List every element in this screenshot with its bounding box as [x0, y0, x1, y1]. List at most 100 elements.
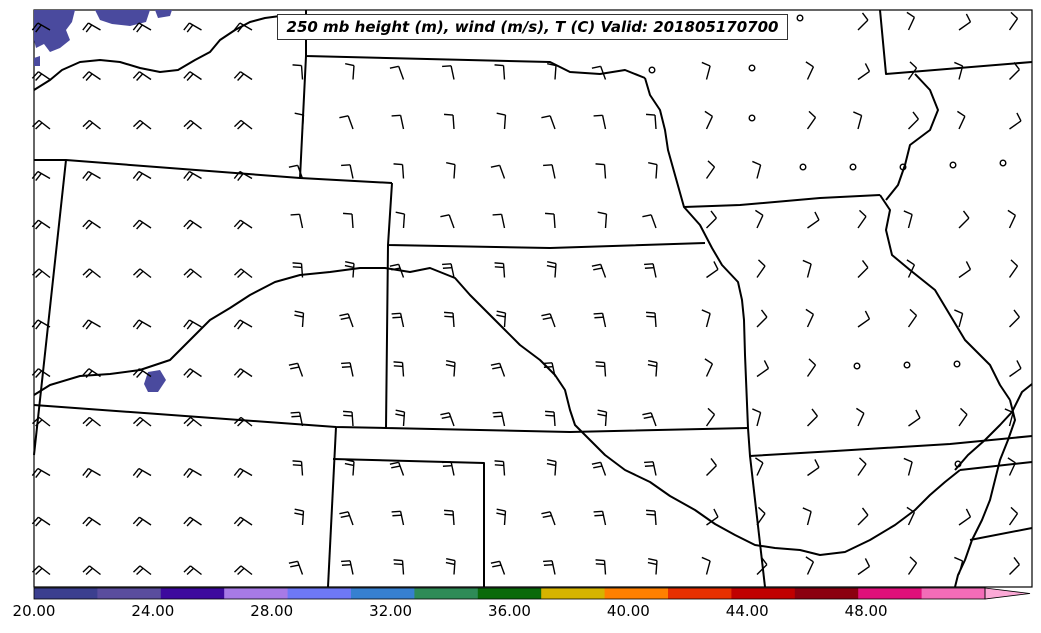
- colorbar-segment: [541, 588, 606, 599]
- wind-barb: [908, 409, 921, 427]
- colorbar-segment: [160, 588, 225, 599]
- wind-barb: [82, 119, 101, 130]
- colorbar-tick-label: 24.00: [131, 602, 175, 620]
- wind-barb: [701, 61, 711, 80]
- wind-barb: [957, 110, 966, 130]
- calm-wind-circle: [999, 159, 1007, 167]
- wind-barb: [82, 467, 101, 478]
- wind-barb: [132, 516, 152, 527]
- colorbar-segment: [858, 588, 923, 599]
- wind-barb: [445, 359, 456, 377]
- wind-barb: [755, 457, 764, 476]
- wind-barb: [701, 309, 711, 328]
- wind-barb: [756, 259, 766, 278]
- wind-barb: [494, 262, 506, 278]
- wind-barb: [233, 170, 253, 181]
- wind-barb: [907, 308, 918, 328]
- wind-barb: [1009, 112, 1022, 130]
- wind-barb: [31, 416, 51, 427]
- wind-barb: [856, 407, 865, 427]
- colorbar-segment: [794, 588, 859, 599]
- wind-barb: [1008, 259, 1019, 278]
- wind-barb: [132, 319, 152, 330]
- colorbar-tick-label: 28.00: [250, 602, 294, 620]
- calm-wind-circle: [748, 114, 756, 122]
- calm-wind-circle: [954, 460, 962, 468]
- wind-barb: [644, 461, 657, 476]
- wind-barb: [490, 362, 506, 377]
- wind-barb: [647, 557, 658, 575]
- wind-barb: [440, 412, 455, 427]
- wind-barb: [593, 114, 607, 130]
- wind-barb: [288, 362, 304, 377]
- wind-barb: [644, 263, 657, 278]
- wind-barb: [906, 11, 916, 31]
- wind-barb: [292, 64, 304, 80]
- wind-barb: [288, 164, 304, 179]
- wind-barb: [31, 565, 51, 576]
- colorbar-segment: [97, 588, 162, 599]
- wind-barb: [593, 510, 607, 526]
- wind-barb: [31, 119, 51, 130]
- wind-barb: [706, 508, 719, 526]
- wind-barb: [132, 219, 152, 230]
- wind-barb: [233, 516, 253, 527]
- map-frame: [33, 9, 1033, 588]
- wind-barb: [31, 467, 51, 478]
- wind-barb: [82, 71, 101, 82]
- wind-barb: [391, 312, 405, 328]
- wind-barb: [82, 219, 101, 230]
- wind-barb: [183, 467, 202, 478]
- wind-barb: [857, 457, 867, 476]
- wind-barb: [183, 22, 202, 33]
- wind-barb: [395, 211, 406, 229]
- wind-barb: [132, 368, 152, 379]
- wind-barb: [704, 110, 714, 130]
- wind-barb: [958, 210, 970, 229]
- wind-barb: [752, 160, 762, 179]
- wind-barb: [393, 163, 405, 179]
- wind-barb: [857, 209, 867, 229]
- wind-barb: [954, 556, 964, 575]
- colorbar-extend-arrow: [984, 587, 1031, 600]
- wind-barb: [595, 163, 607, 179]
- wind-barb: [806, 110, 817, 130]
- wind-barb: [857, 12, 869, 31]
- wind-barb: [1009, 309, 1020, 328]
- wind-barb: [546, 260, 557, 278]
- wind-barb: [344, 458, 355, 476]
- wind-barb: [857, 63, 871, 81]
- wind-barb: [183, 119, 202, 130]
- wind-barb: [1007, 457, 1017, 476]
- wind-barb: [292, 262, 304, 278]
- wind-barb: [132, 268, 152, 279]
- wind-barb: [341, 560, 354, 575]
- wind-barb: [132, 22, 152, 33]
- wind-barb: [755, 209, 764, 229]
- wind-barb: [908, 111, 919, 130]
- wind-barb: [645, 311, 657, 328]
- wind-barb: [1009, 556, 1020, 575]
- wind-barb: [341, 164, 354, 179]
- wind-barb: [389, 263, 405, 278]
- wind-barb: [494, 64, 506, 80]
- wind-barb: [339, 313, 354, 328]
- wind-barb: [958, 261, 972, 279]
- wind-barb: [443, 113, 455, 130]
- wind-barb: [705, 407, 716, 427]
- wind-barb: [805, 556, 815, 575]
- wind-barb: [82, 516, 101, 527]
- wind-barb: [958, 407, 968, 427]
- state-boundaries: [33, 9, 1033, 588]
- wind-barb: [443, 311, 455, 328]
- wind-barb: [391, 114, 405, 130]
- wind-barb: [907, 556, 918, 575]
- wind-barb: [183, 565, 202, 576]
- wind-barb: [183, 219, 202, 230]
- wind-barb: [292, 460, 304, 476]
- wind-barb: [806, 358, 817, 377]
- wind-barb: [183, 319, 202, 330]
- wind-barb: [341, 362, 354, 377]
- wind-barb: [82, 319, 101, 330]
- wind-barb: [805, 61, 815, 80]
